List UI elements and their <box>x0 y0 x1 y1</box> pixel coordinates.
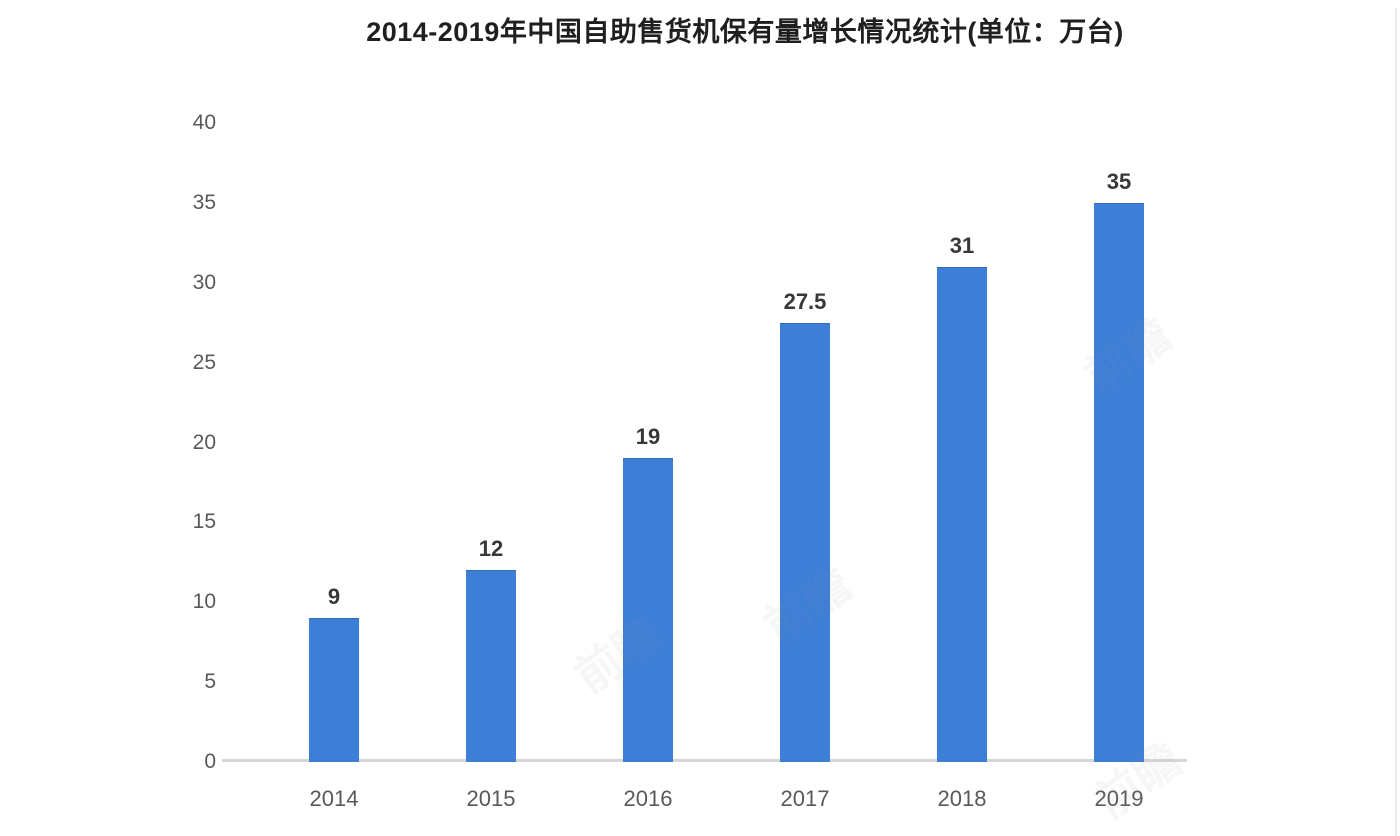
x-tick-label: 2019 <box>1094 786 1144 811</box>
bar-value-label: 35 <box>1106 169 1132 194</box>
y-tick-label: 5 <box>204 670 216 694</box>
x-tick-label: 2014 <box>309 786 359 811</box>
y-axis: 0 5 10 15 20 25 30 35 40 <box>144 111 216 773</box>
bar-value-label: 27.5 <box>783 289 827 314</box>
bar-2014 <box>309 618 359 762</box>
plot-area: 9 2014 12 2015 19 2016 27.5 2017 31 2018 35 2019 <box>222 123 1187 811</box>
bar-2015 <box>466 570 516 762</box>
x-tick-label: 2018 <box>937 786 987 811</box>
y-tick-label: 40 <box>192 111 216 134</box>
y-tick-label: 30 <box>192 270 216 294</box>
x-axis-line <box>222 759 1187 762</box>
bar-2019 <box>1094 203 1144 762</box>
y-tick-label: 15 <box>192 510 216 534</box>
y-tick-label: 0 <box>204 750 216 773</box>
x-tick-label: 2015 <box>466 786 516 811</box>
window-right-border <box>1395 8 1397 836</box>
bar-2017 <box>780 323 830 762</box>
bar-value-label: 19 <box>635 424 661 449</box>
y-tick-label: 10 <box>192 590 216 614</box>
bar-2018 <box>937 267 987 762</box>
bar-value-label: 12 <box>478 536 504 561</box>
x-tick-label: 2017 <box>780 786 830 811</box>
y-tick-label: 20 <box>192 430 216 454</box>
bar-value-label: 31 <box>949 233 975 258</box>
chart-title: 2014-2019年中国自助售货机保有量增长情况统计(单位：万台) <box>366 17 1124 47</box>
bar-value-label: 9 <box>327 584 341 609</box>
y-tick-label: 25 <box>192 350 216 374</box>
y-tick-label: 35 <box>192 190 216 214</box>
x-tick-label: 2016 <box>623 786 673 811</box>
bar-2016 <box>623 458 673 762</box>
